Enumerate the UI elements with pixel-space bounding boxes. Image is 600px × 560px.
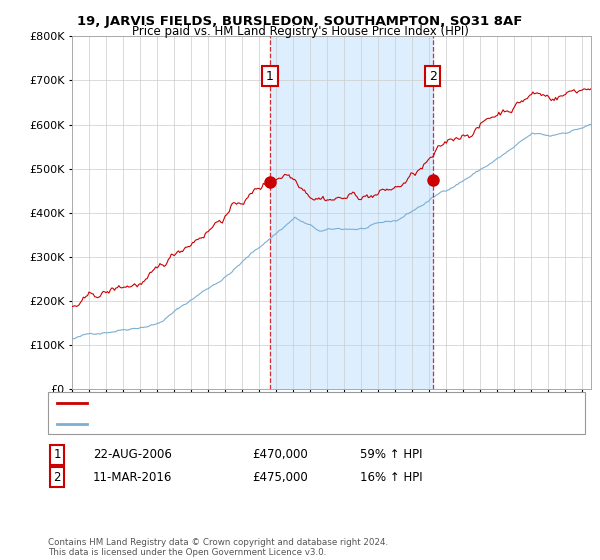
Text: 59% ↑ HPI: 59% ↑ HPI — [360, 448, 422, 461]
Text: £470,000: £470,000 — [252, 448, 308, 461]
Text: 11-MAR-2016: 11-MAR-2016 — [93, 470, 172, 484]
Text: HPI: Average price, detached house, Eastleigh: HPI: Average price, detached house, East… — [93, 418, 334, 428]
Text: 2: 2 — [428, 69, 437, 82]
Text: 22-AUG-2006: 22-AUG-2006 — [93, 448, 172, 461]
Text: Contains HM Land Registry data © Crown copyright and database right 2024.
This d: Contains HM Land Registry data © Crown c… — [48, 538, 388, 557]
Bar — [583, 36, 591, 389]
Bar — [270, 36, 433, 389]
Text: 16% ↑ HPI: 16% ↑ HPI — [360, 470, 422, 484]
Text: Price paid vs. HM Land Registry's House Price Index (HPI): Price paid vs. HM Land Registry's House … — [131, 25, 469, 38]
Text: 19, JARVIS FIELDS, BURSLEDON, SOUTHAMPTON, SO31 8AF (detached house): 19, JARVIS FIELDS, BURSLEDON, SOUTHAMPTO… — [93, 398, 496, 408]
Text: £475,000: £475,000 — [252, 470, 308, 484]
Text: 2: 2 — [53, 470, 61, 484]
Text: 1: 1 — [53, 448, 61, 461]
Text: 1: 1 — [266, 69, 274, 82]
Text: 19, JARVIS FIELDS, BURSLEDON, SOUTHAMPTON, SO31 8AF: 19, JARVIS FIELDS, BURSLEDON, SOUTHAMPTO… — [77, 15, 523, 27]
